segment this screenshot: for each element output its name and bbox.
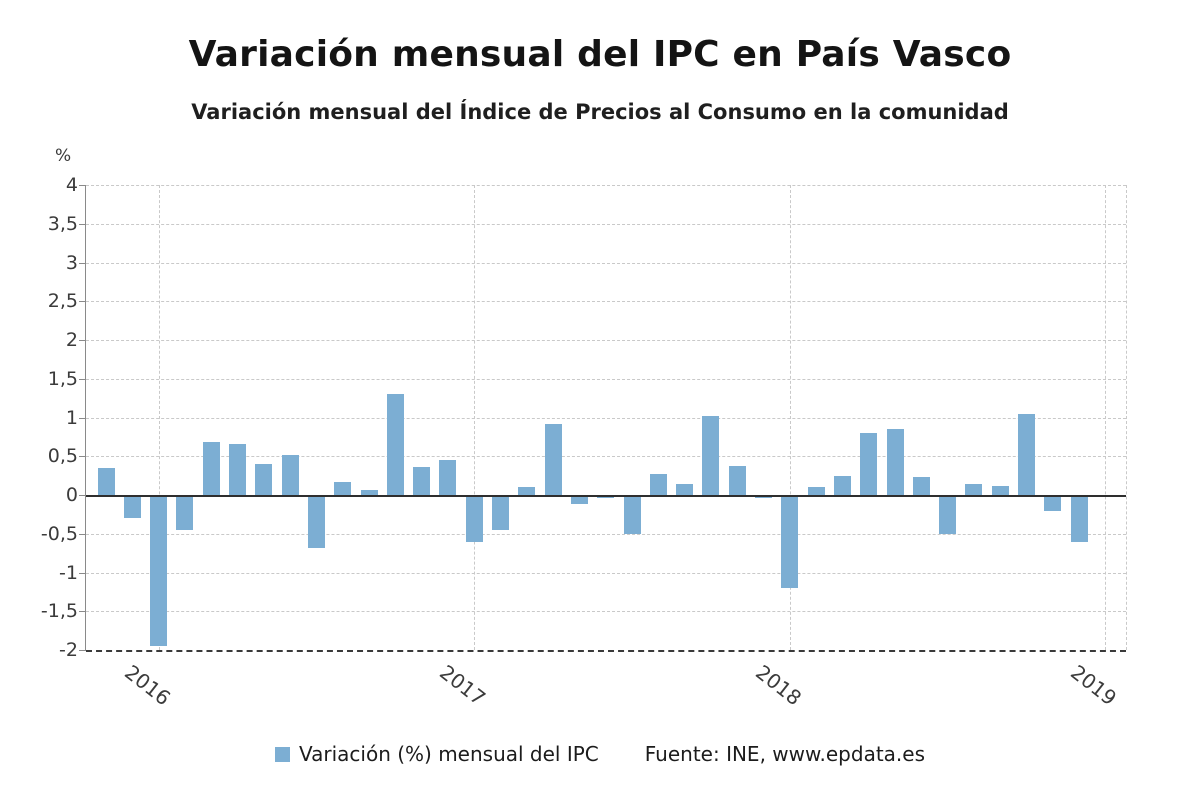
bar-2016-01 — [150, 495, 168, 647]
bottom-axis-line — [86, 650, 1126, 652]
y-tick-label: 0 — [65, 484, 78, 506]
x-tick-label-2017: 2017 — [435, 660, 491, 711]
bar-2017-03 — [518, 487, 536, 495]
legend-series-label: Variación (%) mensual del IPC — [298, 742, 599, 766]
gridline-v-2018 — [789, 185, 791, 650]
gridline-h — [86, 301, 1126, 303]
bar-2018-07 — [939, 495, 957, 534]
bar-2018-06 — [912, 477, 930, 495]
bar-2017-05 — [570, 495, 588, 505]
bar-2016-06 — [281, 455, 299, 495]
gridline-h — [86, 456, 1126, 458]
y-axis-tick — [79, 185, 86, 186]
y-axis-tick-labels: 4 3,5 3 2,5 2 1,5 1 0,5 0 -0,5 -1 -1,5 -2 — [0, 174, 78, 661]
x-tick-label-2016: 2016 — [119, 660, 175, 711]
gridline-h — [86, 223, 1126, 225]
gridline-v-2019 — [1105, 185, 1107, 650]
y-axis-tick — [79, 495, 86, 496]
bar-2017-04 — [544, 424, 562, 495]
bar-2017-07 — [623, 495, 641, 534]
gridline-v-2017 — [474, 185, 476, 650]
bar-2016-07 — [307, 495, 325, 548]
y-axis-tick — [79, 378, 86, 380]
zero-axis-line — [86, 495, 1126, 497]
y-tick-label: 2,5 — [47, 290, 78, 313]
bar-2018-01 — [781, 495, 799, 588]
plot-area — [79, 185, 1127, 652]
y-tick-label: 1 — [65, 406, 78, 429]
legend: Variación (%) mensual del IPC Fuente: IN… — [0, 742, 1200, 766]
y-axis-tick — [79, 456, 86, 458]
gridline-h — [86, 572, 1126, 574]
bar-2016-02 — [176, 495, 194, 530]
bar-2016-03 — [202, 442, 220, 495]
bar-2018-05 — [886, 429, 904, 495]
bar-2017-10 — [702, 415, 720, 495]
bar-2016-11 — [413, 467, 431, 495]
y-tick-label: 0,5 — [47, 445, 78, 468]
bar-2018-11 — [1044, 495, 1062, 511]
bar-2017-02 — [492, 495, 509, 530]
bar-2015-11 — [97, 467, 115, 495]
y-axis-tick — [79, 223, 86, 225]
bar-2018-04 — [860, 433, 878, 495]
y-axis-tick — [79, 262, 86, 264]
bar-2018-02 — [807, 487, 825, 495]
source-label: Fuente: INE, www.epdata.es — [644, 742, 926, 766]
bar-2018-09 — [991, 486, 1009, 495]
y-tick-label: 3,5 — [47, 212, 78, 235]
bar-2016-10 — [386, 394, 404, 495]
gridline-h — [86, 378, 1126, 380]
chart-subtitle: Variación mensual del Índice de Precios … — [191, 100, 1009, 124]
chart-title: Variación mensual del IPC en País Vasco — [188, 34, 1012, 75]
bar-2017-09 — [676, 484, 694, 495]
y-axis-tick — [79, 301, 86, 303]
y-tick-label: 2 — [65, 329, 78, 351]
y-axis-tick — [79, 572, 86, 574]
gridline-h — [86, 417, 1126, 419]
y-tick-label: -0,5 — [40, 522, 78, 545]
bar-2018-08 — [965, 484, 983, 495]
gridline-v-2016 — [158, 185, 160, 650]
bar-2018-03 — [833, 475, 851, 495]
gridline-h — [86, 533, 1126, 535]
y-tick-label: 4 — [65, 174, 78, 196]
x-tick-label-2018: 2018 — [751, 660, 806, 711]
bar-2016-08 — [334, 481, 352, 495]
bar-2016-05 — [255, 464, 273, 495]
bar-2017-08 — [649, 474, 667, 495]
y-axis-tick — [79, 650, 86, 651]
bar-2016-09 — [360, 490, 378, 495]
gridline-h — [86, 340, 1126, 341]
y-axis-unit-label: % — [55, 146, 72, 166]
gridline-h — [86, 611, 1126, 613]
gridline-h — [86, 262, 1126, 264]
y-axis-tick — [79, 340, 86, 341]
x-tick-label-2019: 2019 — [1066, 660, 1122, 711]
bar-2016-04 — [229, 443, 246, 495]
y-axis-tick — [79, 417, 86, 419]
y-tick-label: -1 — [59, 561, 78, 584]
y-axis-tick — [79, 611, 86, 613]
y-tick-label: 3 — [65, 251, 78, 274]
x-axis-tick-labels: 2016 2017 2018 2019 — [85, 650, 1125, 730]
y-tick-label: -2 — [59, 639, 78, 661]
bar-2017-11 — [728, 466, 746, 495]
y-tick-label: 1,5 — [47, 367, 78, 390]
bar-2018-12 — [1070, 495, 1088, 542]
y-tick-label: -1,5 — [40, 600, 78, 623]
bar-2017-01 — [465, 495, 483, 542]
gridline-h — [86, 185, 1126, 186]
y-axis-tick — [79, 533, 86, 535]
bar-2018-10 — [1018, 413, 1035, 495]
bar-2016-12 — [439, 460, 457, 495]
legend-swatch — [274, 746, 290, 762]
bar-2015-12 — [123, 495, 141, 519]
